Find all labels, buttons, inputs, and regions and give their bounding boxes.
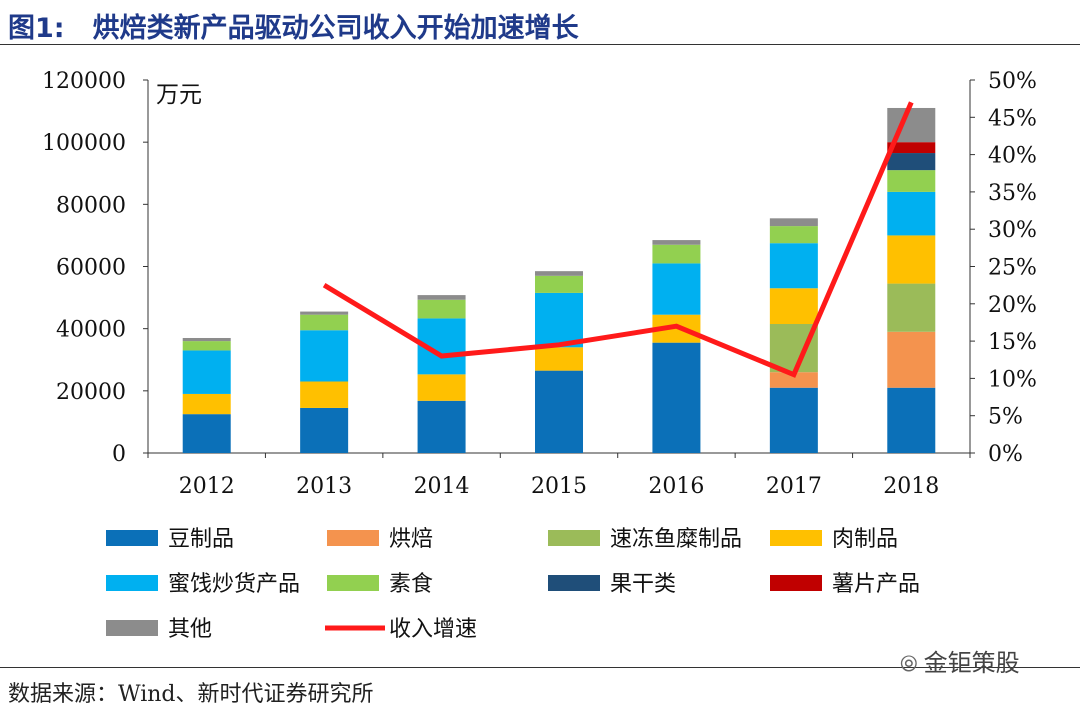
legend-label: 收入增速	[389, 617, 477, 642]
legend-swatch	[106, 620, 158, 636]
y-tick-label: 20000	[56, 380, 126, 405]
y-tick-label: 100000	[42, 131, 126, 156]
bar-segment	[887, 331, 936, 388]
wechat-icon: ⦾	[900, 652, 918, 677]
y2-tick-label: 10%	[988, 367, 1037, 392]
legend-label: 豆制品	[168, 527, 234, 552]
x-tick-label: 2016	[648, 474, 704, 499]
bar-segment	[652, 342, 701, 453]
bar-segment	[769, 372, 818, 388]
legend-label: 速冻鱼糜制品	[610, 527, 742, 552]
bar-segment	[182, 350, 231, 394]
x-tick-label: 2015	[531, 474, 587, 499]
bar-segment	[652, 263, 701, 315]
legend-swatch	[548, 530, 600, 546]
y-tick-label: 80000	[56, 193, 126, 218]
bar-segment	[417, 295, 466, 300]
legend-label: 果干类	[610, 572, 676, 597]
bar-segment	[769, 288, 818, 325]
legend-swatch	[327, 575, 379, 591]
bar-segment	[535, 292, 583, 348]
y-tick-label: 40000	[56, 318, 126, 343]
legend-swatch	[106, 530, 158, 546]
legend-label: 烘焙	[389, 527, 433, 552]
y2-tick-label: 5%	[988, 405, 1023, 430]
y2-tick-label: 35%	[988, 181, 1037, 206]
legend-label: 蜜饯炒货产品	[168, 572, 300, 597]
legend-label: 薯片产品	[832, 572, 920, 597]
x-tick-label: 2014	[414, 474, 470, 499]
y2-tick-label: 30%	[988, 218, 1037, 243]
x-tick-label: 2017	[766, 474, 822, 499]
bar-segment	[417, 400, 466, 453]
y2-tick-label: 45%	[988, 106, 1037, 131]
y2-tick-label: 0%	[988, 442, 1023, 467]
y2-tick-label: 15%	[988, 330, 1037, 355]
watermark: ⦾ 金钜策股	[900, 643, 1020, 678]
y-tick-label: 0	[112, 442, 126, 467]
y-tick-label: 120000	[42, 69, 126, 94]
bar-segment	[769, 243, 818, 289]
legend-swatch	[106, 575, 158, 591]
y-tick-label: 60000	[56, 256, 126, 281]
bar-segment	[535, 370, 583, 453]
y2-tick-label: 25%	[988, 256, 1037, 281]
bar-segment	[887, 170, 936, 192]
bar-segment	[535, 347, 583, 371]
bar-segment	[300, 314, 349, 331]
bar-segment	[300, 330, 349, 382]
bar-segment	[887, 153, 936, 171]
bar-segment	[535, 271, 583, 276]
bar-segment	[769, 387, 818, 453]
bar-segment	[182, 337, 231, 342]
bar-segment	[417, 299, 466, 319]
y2-tick-label: 40%	[988, 144, 1037, 169]
bar-segment	[769, 218, 818, 227]
bar-segment	[652, 240, 701, 245]
bar-segment	[887, 191, 936, 236]
bar-segment	[887, 387, 936, 453]
bar-segment	[417, 374, 466, 401]
bar-segment	[887, 142, 936, 154]
legend-swatch	[770, 575, 822, 591]
figure-title: 图1: 烘焙类新产品驱动公司收入开始加速增长	[8, 6, 579, 45]
legend-swatch	[548, 575, 600, 591]
y2-tick-label: 50%	[988, 69, 1037, 94]
bar-segment	[182, 341, 231, 351]
y2-tick-label: 20%	[988, 293, 1037, 318]
bar-segment	[182, 393, 231, 415]
bottom-divider	[0, 667, 1080, 668]
bar-segment	[182, 414, 231, 453]
legend-swatch	[770, 530, 822, 546]
bar-segment	[887, 235, 936, 284]
growth-rate-line	[322, 101, 914, 378]
legend-label: 其他	[168, 617, 212, 642]
source-note: 数据来源：Wind、新时代证券研究所	[8, 682, 374, 707]
figure-number: 图1:	[8, 13, 65, 44]
watermark-text: 金钜策股	[923, 649, 1020, 677]
bar-segment	[300, 381, 349, 408]
bar-segment	[887, 283, 936, 332]
bar-segment	[769, 226, 818, 244]
bar-segment	[652, 244, 701, 264]
legend-label: 素食	[389, 572, 433, 597]
y-axis-unit-label: 万元	[156, 82, 202, 108]
x-tick-label: 2018	[883, 474, 939, 499]
x-tick-label: 2012	[179, 474, 235, 499]
legend-label: 肉制品	[832, 527, 898, 552]
figure-title-text: 烘焙类新产品驱动公司收入开始加速增长	[92, 13, 579, 44]
x-tick-label: 2013	[296, 474, 352, 499]
legend-swatch	[327, 530, 379, 546]
top-divider	[0, 44, 1080, 45]
bar-segment	[300, 311, 349, 315]
bar-segment	[535, 275, 583, 293]
bar-segment	[300, 407, 349, 453]
